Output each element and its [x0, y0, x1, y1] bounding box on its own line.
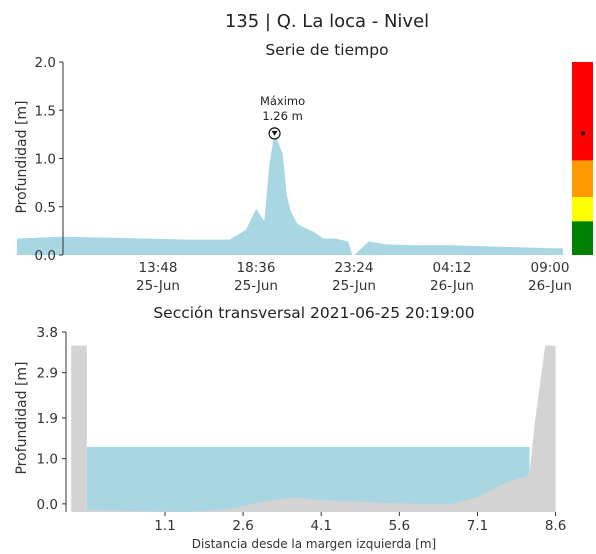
y-tick-label: 2.0: [35, 55, 56, 71]
x-tick-date: 25-Jun: [234, 278, 278, 294]
time-series-area: [16, 133, 563, 255]
x-tick-time: 18:36: [237, 260, 276, 276]
time-series-plot: 0.0 0.5 1.0 1.5 2.0 13:48 25-Jun 18:36 25-Jun 23:…: [16, 55, 572, 294]
cross-section-plot: 0.0 1.0 1.9 2.9 3.8 1.1 2.6 4.1 5.6 7.1 8.6: [37, 325, 567, 534]
max-marker-arrow: [271, 130, 278, 136]
y-tick-label: 0.0: [35, 248, 56, 264]
x-tick-label: 2.6: [232, 518, 253, 534]
alert-level-bar: [572, 62, 593, 255]
max-value-label: 1.26 m: [262, 109, 302, 123]
x-tick-date: 26-Jun: [528, 278, 572, 294]
alert-level-green: [572, 221, 593, 255]
ground-profile: [71, 345, 556, 512]
y-tick-label: 1.5: [35, 103, 56, 119]
top-chart-subtitle: Serie de tiempo: [265, 41, 388, 59]
x-tick-label: 8.6: [545, 518, 566, 534]
alert-level-marker: [581, 131, 585, 136]
y-tick-label: 3.8: [37, 325, 58, 341]
bottom-ylabel: Profundidad [m]: [14, 361, 30, 474]
alert-level-yellow: [572, 197, 593, 222]
y-tick-label: 2.9: [37, 366, 58, 382]
bottom-chart-subtitle: Sección transversal 2021-06-25 20:19:00: [153, 304, 474, 322]
x-tick-label: 5.6: [389, 518, 410, 534]
x-tick-time: 09:00: [531, 260, 570, 276]
x-tick-date: 25-Jun: [332, 278, 376, 294]
y-tick-label: 1.9: [37, 411, 58, 427]
chart-title: 135 | Q. La loca - Nivel: [225, 11, 429, 32]
y-tick-label: 0.5: [35, 200, 56, 216]
alert-level-orange: [572, 160, 593, 198]
y-tick-label: 1.0: [37, 452, 58, 468]
x-tick-label: 1.1: [154, 518, 175, 534]
y-tick-label: 1.0: [35, 152, 56, 168]
x-tick-time: 23:24: [335, 260, 374, 276]
x-tick-date: 25-Jun: [136, 278, 180, 294]
max-label: Máximo: [260, 94, 305, 108]
y-tick-label: 0.0: [37, 497, 58, 513]
x-tick-time: 04:12: [433, 260, 472, 276]
x-tick-date: 26-Jun: [430, 278, 474, 294]
x-tick-time: 13:48: [139, 260, 178, 276]
x-tick-label: 7.1: [467, 518, 488, 534]
x-tick-label: 4.1: [310, 518, 331, 534]
top-ylabel: Profundidad [m]: [14, 100, 30, 213]
alert-level-red: [572, 62, 593, 161]
bottom-xlabel: Distancia desde la margen izquierda [m]: [192, 537, 436, 551]
